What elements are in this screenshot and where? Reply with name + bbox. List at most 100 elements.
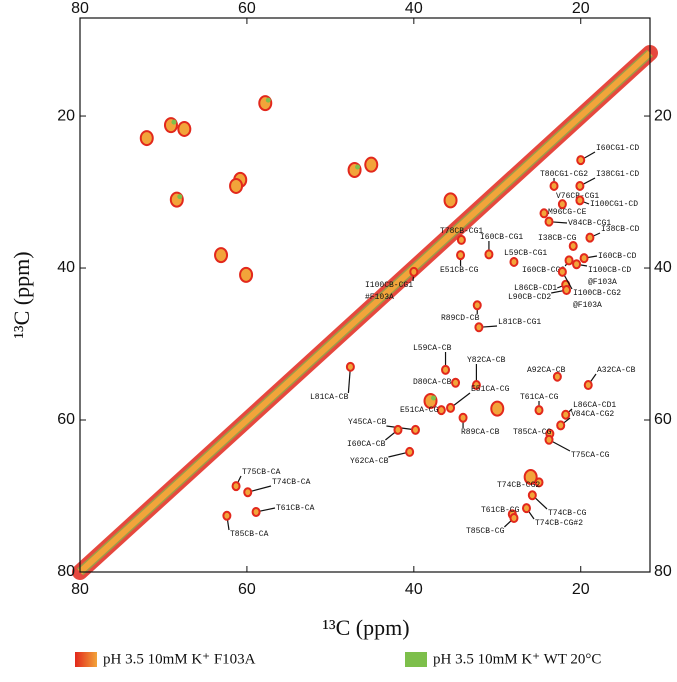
- peak-label: T85CB-CA: [230, 530, 269, 539]
- peak: [549, 180, 559, 191]
- peak: [484, 249, 494, 260]
- peak: [534, 405, 544, 416]
- peak-label: T75CA-CG: [571, 451, 610, 460]
- peak: [521, 503, 531, 514]
- peak: [544, 216, 554, 227]
- peak-label: T61CB-CA: [276, 504, 315, 513]
- x-axis-title: ¹³C (ppm): [322, 615, 409, 640]
- peak-label: T74CB-CA: [272, 478, 311, 487]
- peak-label: I100CB-CG2: [573, 289, 621, 298]
- y-axis-title: ¹³C (ppm): [9, 251, 34, 338]
- peak: [564, 255, 574, 266]
- peak: [239, 266, 254, 283]
- peak: [364, 156, 379, 173]
- peak-label: T74CB-CG: [548, 509, 587, 518]
- peak: [576, 155, 586, 166]
- peak-label: I60CB-CG2: [522, 266, 565, 275]
- peak: [345, 361, 355, 372]
- peak: [509, 513, 519, 524]
- x-tick-label-top: 60: [238, 0, 256, 17]
- legend-label: pH 3.5 10mM K⁺ WT 20°C: [433, 651, 601, 667]
- y-tick-label-right: 60: [654, 411, 672, 428]
- peak-label: A92CA-CB: [527, 366, 566, 375]
- peak: [409, 266, 419, 277]
- peak: [527, 490, 537, 501]
- peak-label: E51CB-CG: [440, 266, 479, 275]
- peak-label: I60CA-CB: [347, 440, 386, 449]
- peak: [509, 256, 519, 267]
- peak-label: @F103A: [588, 278, 617, 287]
- peak-label: I60CB-CG1: [480, 233, 523, 242]
- y-tick-label: 80: [57, 563, 75, 580]
- peak: [436, 405, 446, 416]
- peak: [243, 487, 253, 498]
- legend-swatch: [75, 652, 97, 667]
- plot-frame: [79, 17, 651, 573]
- peak-label: I38CB-CD: [601, 225, 640, 234]
- peak: [229, 177, 244, 194]
- peak-label: I100CB-CG1: [365, 281, 413, 290]
- x-tick-label: 60: [238, 581, 256, 598]
- y-tick-label-right: 80: [654, 563, 672, 580]
- peak-label: Y45CA-CB: [348, 418, 387, 427]
- peak-label: T85CA-CG: [513, 428, 552, 437]
- peak-label: R89CD-CB: [441, 314, 480, 323]
- peak: [557, 199, 567, 210]
- peak-label: T61CB-CG: [481, 506, 520, 515]
- y-tick-label: 20: [57, 107, 75, 124]
- peak: [474, 322, 484, 333]
- x-tick-label: 20: [572, 581, 590, 598]
- peak: [214, 247, 229, 264]
- peak: [579, 253, 589, 264]
- legend-label: pH 3.5 10mM K⁺ F103A: [103, 651, 256, 667]
- peak-label: L59CB-CG1: [504, 249, 547, 258]
- peak-label: E51CA-CG: [471, 385, 510, 394]
- peak: [575, 195, 585, 206]
- x-tick-label-top: 20: [572, 0, 590, 17]
- peak-label: R89CA-CB: [461, 428, 500, 437]
- peak: [393, 424, 403, 435]
- peak-label: V84CB-CG1: [568, 219, 611, 228]
- peak-label: A32CA-CB: [597, 366, 636, 375]
- peak-label: L86CB-CD1: [514, 284, 557, 293]
- peak-label: M96CG-CE: [548, 208, 587, 217]
- peak: [556, 420, 566, 431]
- peak: [561, 409, 571, 420]
- y-tick-label-right: 40: [654, 259, 672, 276]
- peak: [177, 120, 192, 137]
- peak-label: T74CB-CG#2: [535, 519, 583, 528]
- peak: [490, 400, 505, 417]
- peak-wt: [355, 164, 361, 170]
- peak: [583, 380, 593, 391]
- peak: [471, 380, 481, 391]
- peak: [405, 446, 415, 457]
- peak-label: L90CB-CD2: [508, 293, 551, 302]
- peak: [458, 412, 468, 423]
- peak: [572, 259, 582, 270]
- peak: [222, 510, 232, 521]
- peak-label: Y62CA-CB: [350, 457, 389, 466]
- y-tick-label: 40: [57, 259, 75, 276]
- peak: [139, 130, 154, 147]
- peak: [410, 424, 420, 435]
- peak: [539, 208, 549, 219]
- peak-label: T85CB-CG: [466, 527, 505, 536]
- peak-wt: [177, 194, 183, 200]
- y-tick-label: 60: [57, 411, 75, 428]
- peak: [456, 234, 466, 245]
- peak: [446, 402, 456, 413]
- peak-label: E51CA-CG: [400, 406, 439, 415]
- peak-label: T78CB-CG1: [440, 227, 483, 236]
- x-tick-label: 80: [71, 581, 89, 598]
- peak-label: T61CA-CG: [520, 393, 559, 402]
- peak: [534, 477, 544, 488]
- peak: [441, 364, 451, 375]
- peak: [568, 240, 578, 251]
- peak: [251, 506, 261, 517]
- peak-label: L81CB-CG1: [498, 318, 541, 327]
- peak-label: I60CB-CD: [598, 252, 637, 261]
- x-tick-label: 40: [405, 581, 423, 598]
- y-tick-label-right: 20: [654, 107, 672, 124]
- peak: [557, 266, 567, 277]
